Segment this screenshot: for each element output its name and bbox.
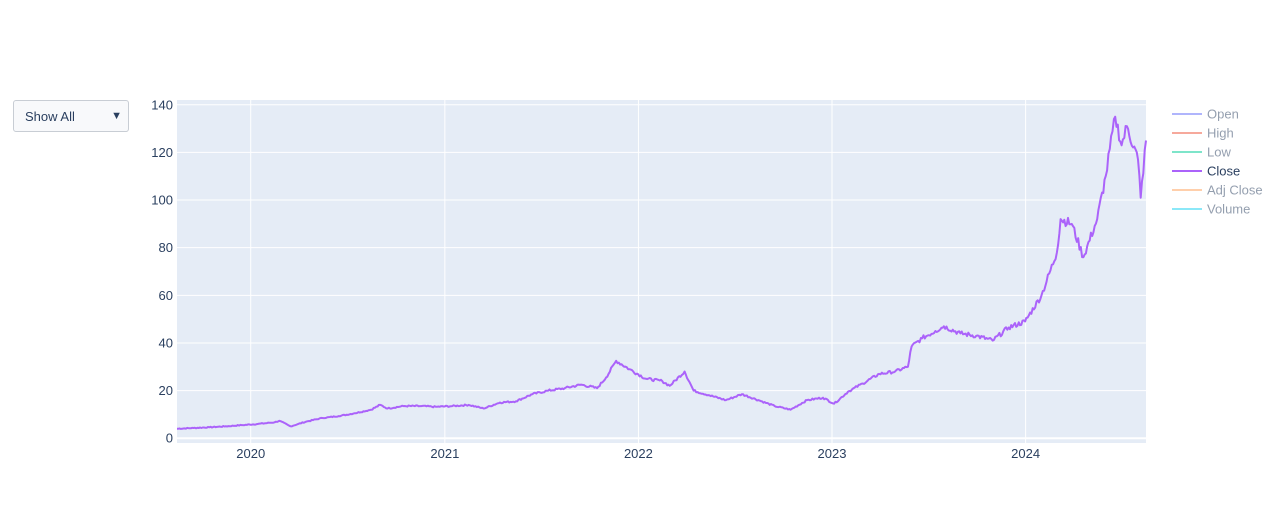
y-tick-label: 120	[151, 145, 173, 160]
y-tick-label: 100	[151, 193, 173, 208]
legend[interactable]: Open High Low Close Adj Close Volume	[1172, 107, 1263, 217]
legend-item-adj-close[interactable]: Adj Close	[1172, 183, 1263, 198]
series-line-close	[177, 115, 1147, 430]
grid-lines	[177, 100, 1146, 443]
x-tick-label: 2024	[1011, 446, 1040, 461]
y-tick-label: 40	[159, 335, 173, 350]
legend-item-high[interactable]: High	[1172, 126, 1234, 141]
series-filter-dropdown[interactable]: Show All ▼	[13, 100, 129, 132]
x-tick-label: 2023	[818, 446, 847, 461]
legend-label: High	[1207, 126, 1234, 141]
legend-label: Close	[1207, 164, 1240, 179]
legend-item-open[interactable]: Open	[1172, 107, 1239, 122]
axis-labels: 0 20 40 60 80 100 120 140 2020 2021 2022 2023 2024	[151, 97, 1040, 461]
legend-label: Low	[1207, 145, 1231, 160]
plot-area	[177, 100, 1146, 443]
legend-label: Adj Close	[1207, 183, 1263, 198]
y-tick-label: 60	[159, 288, 173, 303]
y-tick-label: 20	[159, 383, 173, 398]
legend-label: Open	[1207, 107, 1239, 122]
y-tick-label: 0	[166, 431, 173, 446]
x-tick-label: 2021	[430, 446, 459, 461]
x-tick-label: 2020	[236, 446, 265, 461]
legend-label: Volume	[1207, 202, 1250, 217]
legend-item-low[interactable]: Low	[1172, 145, 1231, 160]
y-tick-label: 140	[151, 97, 173, 112]
x-tick-label: 2022	[624, 446, 653, 461]
y-tick-label: 80	[159, 240, 173, 255]
dropdown-selected-label: Show All	[25, 108, 75, 124]
legend-item-close[interactable]: Close	[1172, 164, 1240, 179]
series-layer	[177, 115, 1147, 430]
legend-item-volume[interactable]: Volume	[1172, 202, 1250, 217]
chevron-down-icon: ▼	[111, 110, 122, 122]
